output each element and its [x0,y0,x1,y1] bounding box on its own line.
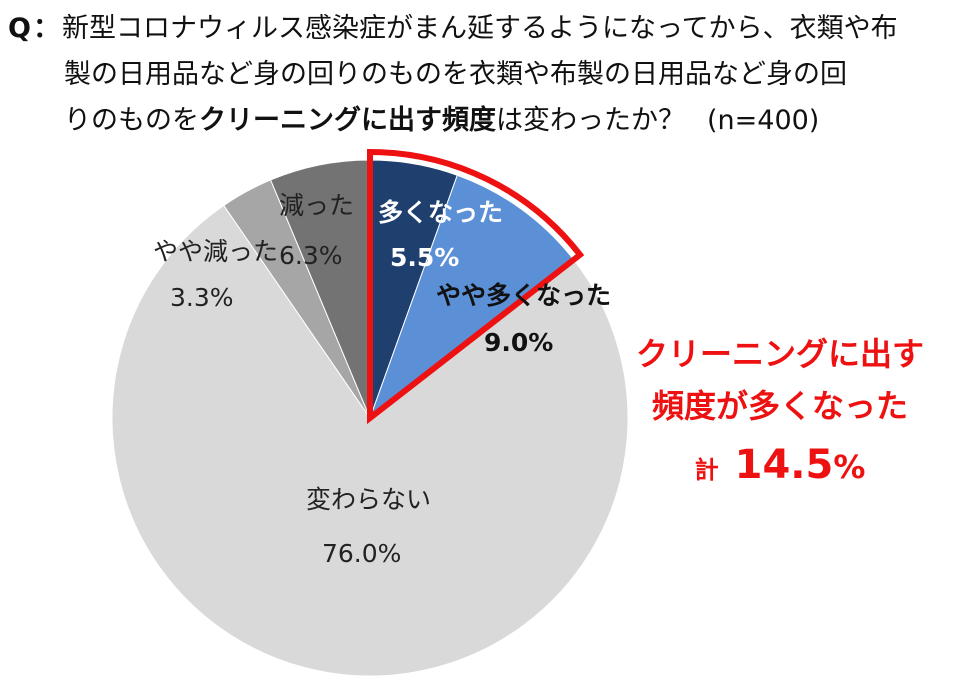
question-line-2: 製の日用品など身の回りのものを衣類や布製の日用品など身の回 [64,59,847,90]
callout-total-value: 14.5 [734,442,834,488]
slice-unchanged [111,204,629,677]
question-line-1: Q：新型コロナウィルス感染症がまん延するようになってから、衣類や布 [8,6,953,52]
question-emphasis: クリーニングに出す頻度 [199,105,496,136]
question-line-1-text: 新型コロナウィルス感染症がまん延するようになってから、衣類や布 [61,13,898,44]
label-decreased: 減った [279,191,354,220]
label-slightly-increased: やや多くなった [436,281,611,310]
slice-slightly-increased [368,174,575,420]
highlight-outline [367,148,585,425]
question-line-3-pre: りのものを [64,105,199,136]
callout-total-prefix: 計 [694,456,719,484]
label-increased: 多くなった [378,198,503,227]
value-increased: 5.5% [390,243,459,272]
label-slightly-decreased: やや減った [153,237,278,266]
sample-size: (n=400) [707,105,820,136]
callout-line-1: クリーニングに出す [635,335,924,373]
question-text: Q：新型コロナウィルス感染症がまん延するようになってから、衣類や布 製の日用品な… [8,6,953,144]
question-prefix: Q： [8,13,62,44]
callout-total-unit: % [833,448,866,486]
question-line-3: りのものをクリーニングに出す頻度は変わったか？ (n=400) [8,98,953,144]
highlight-callout: クリーニングに出す 頻度が多くなった 計 14.5% [620,328,940,488]
value-slightly-decreased: 3.3% [170,283,234,312]
label-unchanged: 変わらない [306,485,431,514]
callout-total: 計 14.5% [620,442,940,488]
pie-slices [111,159,629,677]
value-decreased: 6.3% [279,241,343,270]
value-slightly-increased: 9.0% [484,328,553,357]
question-line-3-post: は変わったか？ [496,105,685,136]
callout-line-2: 頻度が多くなった [651,387,908,425]
value-unchanged: 76.0% [322,539,401,568]
